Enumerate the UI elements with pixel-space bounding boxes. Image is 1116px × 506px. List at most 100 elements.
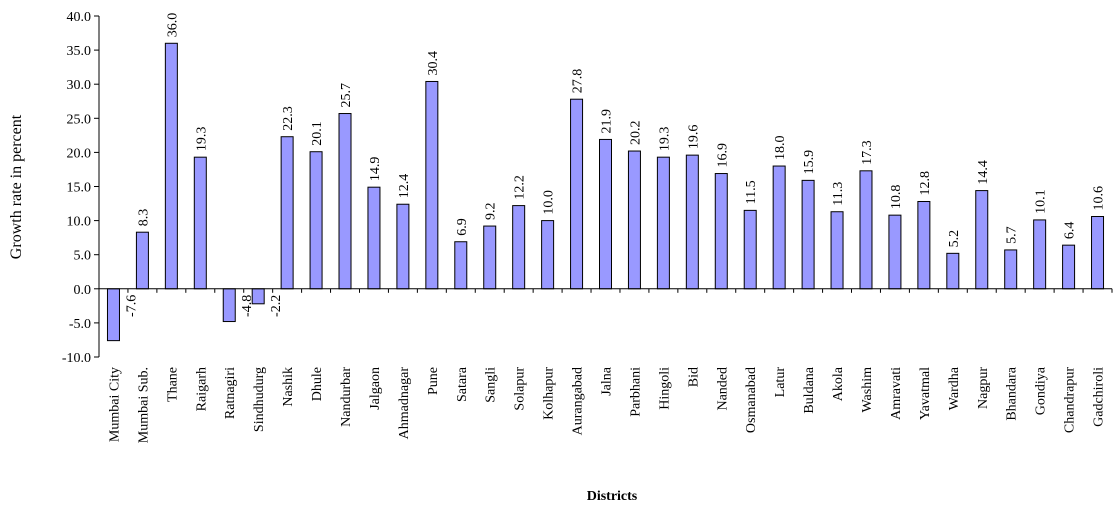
y-tick-label: 5.0 [74,249,92,264]
x-category-label: Parbhani [628,367,643,417]
x-category-label: Jalna [600,366,615,396]
bar [396,203,410,290]
x-category-label: Osmanabad [744,367,759,433]
x-category-label: Thane [165,367,180,402]
bar-value-label: 15.9 [802,150,817,175]
bar [1004,249,1018,290]
x-category-label: Chandrapur [1063,367,1078,433]
bar [599,138,612,290]
y-tick-label: 10.0 [67,215,92,230]
x-category-label: Aurangabad [571,367,586,435]
bar [193,156,207,290]
x-category-label: Raigarh [194,367,209,411]
bar-value-label: 20.1 [310,121,325,146]
x-category-label: Solapur [513,367,528,411]
bar [830,211,844,290]
y-axis-title: Growth rate in percent [8,114,25,259]
y-tick-label: 40.0 [67,10,92,25]
y-tick-label: 25.0 [67,112,92,127]
bar [772,165,786,290]
x-category-label: Jalgaon [368,367,383,410]
bar-value-label: 27.8 [571,69,586,94]
bar [685,154,699,290]
bar-value-label: 6.4 [1063,222,1078,240]
bar [541,220,555,290]
y-tick-label: -10.0 [62,351,91,366]
bar [743,209,757,290]
x-category-label: Ratnagiri [223,367,238,419]
x-axis-title: Districts [587,489,638,504]
bar [570,98,584,290]
x-category-label: Nanded [715,367,730,411]
bar-value-label: 17.3 [860,140,875,165]
y-tick-label: 35.0 [67,44,92,59]
bar-value-label: 20.2 [628,121,643,146]
bar [801,179,815,290]
bar-value-label: 10.0 [542,190,557,215]
x-category-label: Nagpur [976,367,991,409]
bar-value-label: 6.9 [455,218,470,236]
bar [425,80,439,290]
bar [975,190,989,290]
bar-value-label: 11.3 [831,182,846,206]
x-category-label: Bhandara [1005,366,1020,420]
bar-value-label: 19.3 [194,127,209,152]
bar-value-label: 18.0 [773,136,788,161]
bar-value-label: 30.4 [426,51,441,76]
bar [946,252,960,290]
bar-value-label: 14.4 [976,160,991,185]
bar [338,113,352,290]
x-category-label: Gondiya [1034,366,1049,415]
bar [917,201,931,290]
bar-value-label: 14.9 [368,157,383,182]
y-tick-label: 15.0 [67,181,92,196]
data-labels: -7.6 8.3 36.0 19.3 -4.8 -2.2 22.3 20.1 25.7 14.9 1… [124,13,1106,317]
bar-value-label: 21.9 [600,109,615,134]
x-category-label: Mumbai Sub. [136,367,151,443]
bar [454,241,468,290]
bar-value-label: 5.7 [1005,226,1020,244]
bar-value-label: 9.2 [484,203,499,221]
x-category-label: Satara [455,366,470,402]
bar-value-label: 10.1 [1034,189,1049,214]
bar-value-label: 10.8 [889,185,904,210]
bar-value-label: 12.8 [918,171,933,196]
bar [135,231,149,290]
bar [222,288,236,323]
bar-value-label: -2.2 [269,295,284,317]
x-category-label: Nashik [281,367,296,407]
bar-value-label: 12.4 [397,174,412,199]
bar-value-label: 22.3 [281,106,296,131]
bar-value-label: 12.2 [513,175,528,200]
bar-value-label: -4.8 [240,295,255,317]
x-category-label: Sangli [484,367,499,403]
x-category-label: Gadchiroli [1092,367,1107,427]
y-tick-label: -5.0 [69,317,91,332]
bar-value-label: 5.2 [947,230,962,248]
bar-value-label: 16.9 [715,143,730,168]
bar [1091,216,1105,290]
bar [280,136,294,290]
y-axis: -10.0 -5.0 0.0 5.0 10.0 15.0 20.0 25.0 30.0 35.0 4… [62,10,100,366]
bar-value-label: 11.5 [744,180,759,204]
x-category-label: Ahmadnagar [397,367,412,440]
bar [309,151,323,290]
x-category-label: Latur [773,367,788,398]
bar [1033,219,1047,290]
y-tick-label: 20.0 [67,146,92,161]
bar-value-label: 8.3 [136,209,151,227]
x-category-label: Bid [686,367,701,387]
x-category-label: Mumbai City [107,367,122,442]
bar [512,205,526,290]
x-category-label: Akola [831,366,846,401]
y-tick-label: 0.0 [74,283,92,298]
x-category-label: Washim [860,367,875,413]
bars [106,42,1105,342]
x-category-label: Kolhapur [542,367,557,420]
bar-value-label: 19.3 [657,127,672,152]
bar [859,170,873,290]
x-category-label: Sindhudurg [252,367,267,432]
bar [888,214,902,290]
x-category-label: Nandurbar [339,367,354,427]
